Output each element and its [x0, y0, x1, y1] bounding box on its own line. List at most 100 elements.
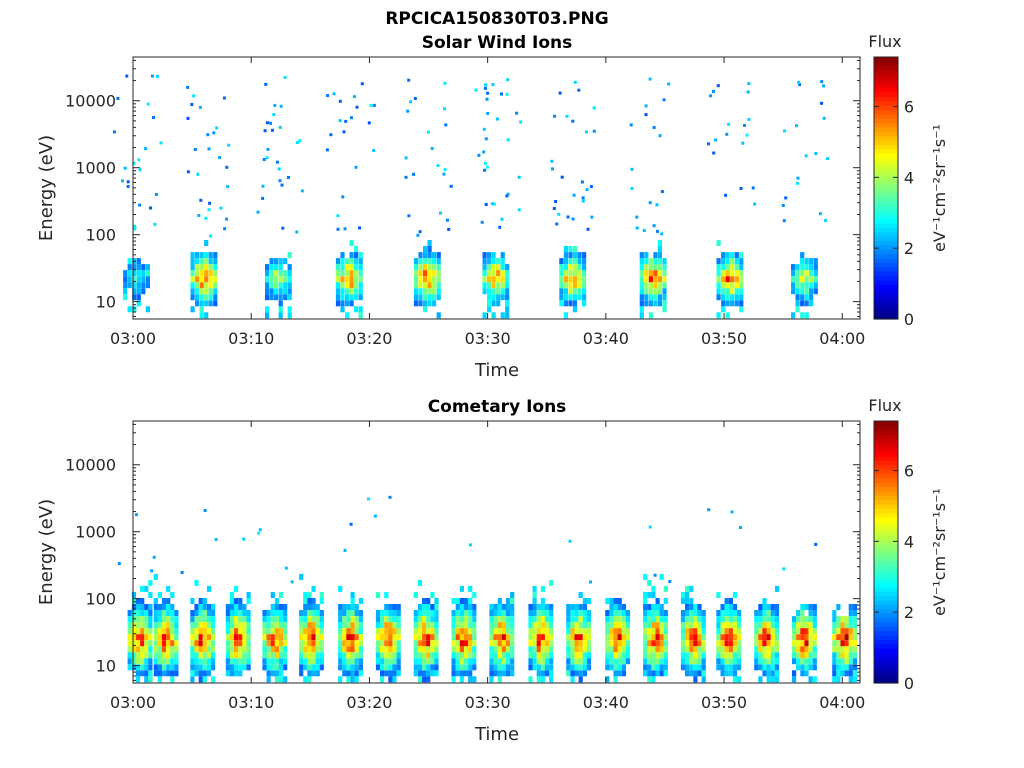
heatmap-cell — [161, 658, 167, 665]
heatmap-cell — [278, 276, 283, 283]
heatmap-cell — [113, 130, 116, 134]
colorbar-swatch — [874, 486, 898, 492]
heatmap-cell — [413, 264, 419, 271]
heatmap-cell — [774, 604, 780, 610]
heatmap-cell — [434, 628, 439, 635]
cometary-x-axis: 03:00 03:10 03:20 03:30 03:40 03:50 04:00 — [110, 421, 865, 712]
heatmap-cell — [693, 610, 698, 616]
heatmap-cell — [572, 264, 578, 271]
heatmap-cell — [434, 616, 439, 623]
heatmap-cell — [194, 628, 199, 635]
colorbar-swatch — [874, 543, 898, 549]
heatmap-cell — [202, 664, 207, 671]
heatmap-cell — [455, 622, 460, 629]
heatmap-cell — [724, 598, 729, 604]
heatmap-cell — [716, 634, 721, 641]
heatmap-cell — [338, 634, 343, 641]
heatmap-cell — [358, 226, 362, 230]
heatmap-cell — [549, 604, 554, 610]
heatmap-cell — [566, 215, 570, 219]
heatmap-cell — [832, 616, 837, 623]
heatmap-cell — [269, 258, 274, 265]
heatmap-cell — [720, 664, 725, 671]
heatmap-cell — [716, 628, 721, 635]
heatmap-cell — [501, 664, 506, 671]
heatmap-cell — [135, 640, 141, 647]
heatmap-cell — [796, 176, 800, 180]
heatmap-cell — [836, 676, 841, 683]
heatmap-cell — [659, 634, 664, 641]
heatmap-cell — [439, 211, 442, 215]
heatmap-cell — [303, 640, 308, 647]
heatmap-cell — [199, 270, 204, 277]
heatmap-cell — [659, 573, 664, 580]
heatmap-cell — [732, 634, 738, 641]
heatmap-cell — [404, 175, 408, 179]
heatmap-cell — [190, 264, 195, 271]
heatmap-cell — [468, 652, 473, 659]
heatmap-cell — [430, 664, 435, 671]
heatmap-cell — [724, 616, 729, 623]
heatmap-cell — [127, 646, 132, 653]
heatmap-cell — [299, 670, 304, 677]
heatmap-cell — [836, 670, 841, 677]
heatmap-cell — [762, 628, 767, 635]
heatmap-cell — [274, 670, 279, 677]
heatmap-cell — [489, 628, 494, 635]
heatmap-cell — [345, 276, 350, 283]
heatmap-cell — [737, 646, 742, 653]
heatmap-cell — [422, 616, 427, 623]
heatmap-cell — [716, 240, 721, 246]
heatmap-cell — [754, 652, 759, 659]
heatmap-cell — [430, 604, 435, 610]
heatmap-cell — [349, 522, 353, 526]
heatmap-cell — [549, 652, 554, 659]
heatmap-cell — [204, 270, 209, 277]
heatmap-cell — [540, 598, 545, 604]
burst — [335, 240, 363, 319]
heatmap-cell — [578, 670, 583, 677]
heatmap-cell — [193, 148, 197, 151]
heatmap-cell — [510, 616, 515, 623]
heatmap-cell — [338, 640, 343, 647]
colorbar-swatch — [874, 534, 898, 540]
heatmap-cell — [455, 604, 460, 610]
heatmap-cell — [459, 658, 464, 665]
heatmap-cell — [146, 102, 150, 106]
heatmap-cell — [422, 670, 427, 677]
heatmap-cell — [644, 294, 649, 301]
heatmap-cell — [335, 258, 341, 265]
heatmap-cell — [266, 610, 271, 616]
heatmap-cell — [225, 217, 229, 221]
heatmap-cell — [653, 276, 658, 283]
heatmap-cell — [190, 598, 195, 604]
heatmap-cell — [208, 288, 213, 295]
heatmap-cell — [417, 616, 423, 623]
heatmap-cell — [832, 646, 837, 653]
heatmap-cell — [270, 622, 275, 629]
heatmap-cell — [809, 270, 814, 277]
heatmap-cell — [663, 652, 668, 659]
heatmap-cell — [345, 288, 350, 295]
heatmap-cell — [549, 622, 554, 629]
heatmap-cell — [544, 670, 550, 677]
heatmap-cell — [528, 640, 533, 647]
heatmap-cell — [238, 616, 243, 623]
heatmap-cell — [720, 652, 725, 659]
heatmap-cell — [796, 658, 801, 665]
heatmap-cell — [501, 628, 506, 635]
heatmap-cell — [571, 217, 575, 221]
heatmap-cell — [195, 294, 200, 301]
heatmap-cell — [647, 628, 652, 635]
heatmap-cell — [426, 598, 431, 604]
colorbar-swatch — [874, 214, 898, 220]
heatmap-cell — [540, 628, 545, 635]
heatmap-cell — [222, 96, 226, 100]
heatmap-cell — [621, 610, 626, 616]
heatmap-cell — [613, 628, 618, 635]
heatmap-cell — [505, 294, 510, 301]
heatmap-cell — [651, 658, 656, 665]
heatmap-cell — [443, 168, 447, 172]
heatmap-cell — [326, 94, 330, 97]
heatmap-cell — [287, 288, 292, 295]
